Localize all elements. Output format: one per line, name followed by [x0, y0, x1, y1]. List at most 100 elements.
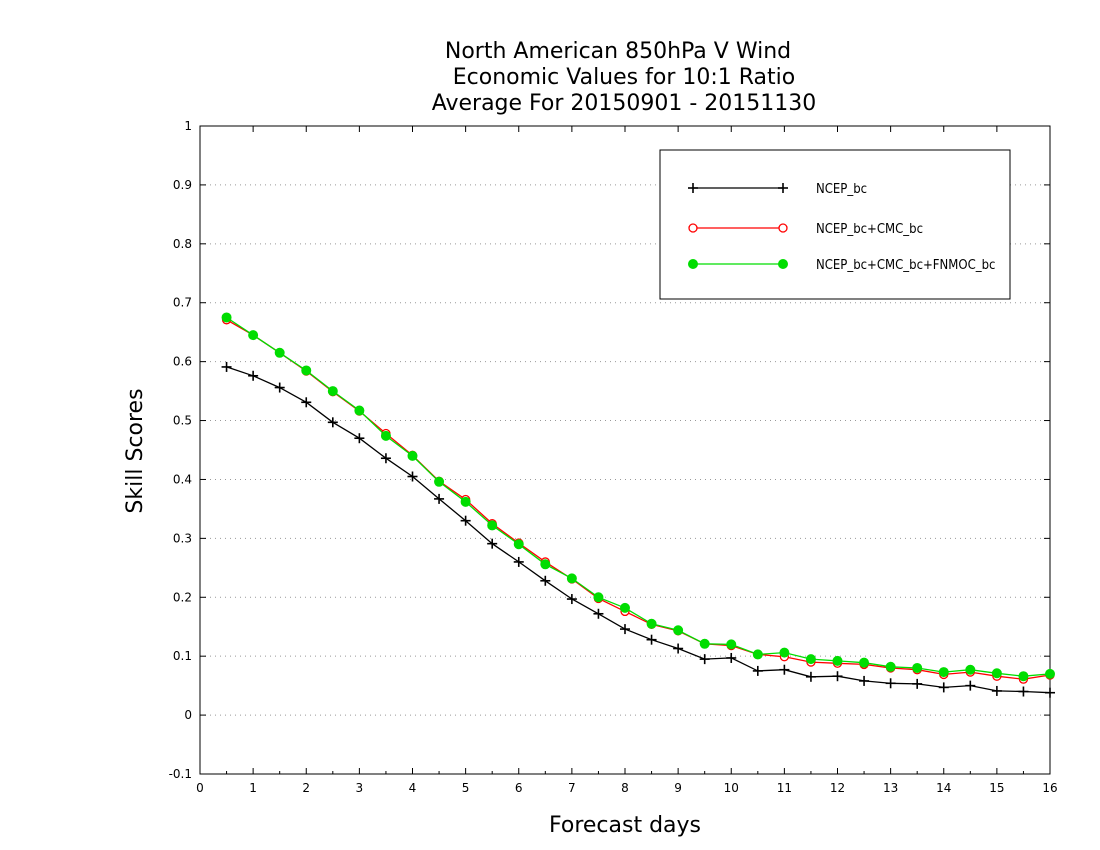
legend-marker	[688, 259, 698, 269]
series-1-point	[646, 634, 657, 645]
series-3-point	[726, 639, 737, 650]
series-3-point	[327, 386, 338, 397]
series-1-point	[487, 538, 498, 549]
series-1-point	[327, 417, 338, 428]
legend-label: NCEP_bc	[816, 182, 867, 197]
x-tick-label: 2	[302, 781, 310, 795]
legend-marker	[778, 183, 788, 193]
x-tick-label: 3	[356, 781, 364, 795]
legend-entry-1: NCEP_bc	[688, 182, 867, 197]
y-tick-label: 0.6	[173, 355, 192, 369]
x-tick-label: 4	[409, 781, 417, 795]
series-1-point	[1045, 687, 1055, 698]
x-tick-label: 8	[621, 781, 629, 795]
series-1-point	[301, 397, 312, 408]
series-3-point	[673, 625, 684, 636]
series-3-point	[912, 662, 923, 673]
series-3-point	[1045, 668, 1055, 679]
y-tick-label: 0	[184, 708, 192, 722]
legend: NCEP_bc NCEP_bc+CMC_bc NCEP_bc+CMC_bc+FNMO…	[659, 149, 1011, 300]
series-3-point	[513, 539, 524, 550]
series-1-point	[407, 471, 418, 482]
y-axis-label: Skill Scores	[123, 388, 148, 513]
series-3-point	[487, 520, 498, 531]
series-3	[221, 312, 1055, 682]
y-tick-label: 0.3	[173, 531, 192, 545]
series-1-point	[805, 671, 816, 682]
y-tick-label: 0.4	[173, 472, 192, 486]
series-3-point	[779, 647, 790, 658]
series-1-point	[620, 624, 630, 635]
series-1-point	[859, 675, 870, 686]
x-tick-label: 10	[724, 781, 739, 795]
y-tick-label: 1	[184, 119, 192, 133]
legend-label: NCEP_bc+CMC_bc+FNMOC_bc	[816, 258, 995, 273]
series-1-point	[726, 652, 737, 663]
chart-title-line-1: North American 850hPa V Wind	[445, 39, 791, 64]
y-tick-label: 0.8	[173, 237, 192, 251]
series-1-point	[460, 515, 471, 526]
series-1-point	[354, 433, 365, 444]
series-1-point	[673, 643, 684, 654]
series-2-line	[226, 319, 1051, 680]
series-1-point	[965, 680, 976, 691]
chart-title-line-2: Economic Values for 10:1 Ratio	[453, 65, 795, 90]
x-tick-label: 13	[883, 781, 898, 795]
series-1-point	[380, 453, 391, 464]
series-3-point	[301, 365, 312, 376]
legend-entry-3: NCEP_bc+CMC_bc+FNMOC_bc	[688, 258, 995, 273]
series-3-point	[434, 476, 445, 487]
series-1-point	[938, 682, 949, 693]
legend-marker	[778, 223, 788, 233]
series-3-point	[699, 638, 710, 649]
series-3-point	[460, 496, 471, 507]
series-3-point	[248, 330, 259, 341]
series-3-point	[274, 347, 285, 358]
x-tick-label: 14	[936, 781, 951, 795]
y-tick-label: 0.2	[173, 590, 192, 604]
series-1-point	[885, 678, 896, 689]
legend-marker	[778, 259, 788, 269]
series-1-point	[593, 608, 604, 619]
series-1-point	[221, 361, 232, 372]
y-tick-label: 0.5	[173, 414, 192, 428]
series-3-point	[354, 405, 365, 416]
series-1-point	[434, 493, 445, 504]
x-tick-label: 7	[568, 781, 576, 795]
legend-label: NCEP_bc+CMC_bc	[816, 222, 923, 237]
series-1-point	[513, 556, 524, 567]
series-1-point	[274, 382, 285, 393]
series-1-point	[566, 594, 577, 605]
series-3-point	[938, 667, 949, 678]
chart-title-line-3: Average For 20150901 - 20151130	[432, 91, 817, 116]
series-1-point	[540, 575, 551, 586]
series-3-point	[380, 430, 391, 441]
series-1-point	[1018, 686, 1029, 697]
legend-marker	[688, 183, 698, 193]
series-1-point	[752, 665, 763, 676]
x-tick-label: 5	[462, 781, 470, 795]
y-tick-label: -0.1	[169, 767, 192, 781]
x-tick-label: 1	[249, 781, 257, 795]
series-1-point	[699, 654, 710, 665]
series-3-point	[620, 602, 630, 613]
series-3-point	[540, 559, 551, 570]
series-3-point	[646, 618, 657, 629]
x-tick-label: 15	[989, 781, 1004, 795]
chart-title: North American 850hPa V Wind Economic Va…	[432, 39, 817, 116]
series-3-point	[965, 664, 976, 675]
series-1-point	[832, 671, 843, 682]
y-tick-label: 0.7	[173, 296, 192, 310]
series-3-point	[407, 450, 418, 461]
series-3-point	[1018, 671, 1029, 682]
x-tick-label: 0	[196, 781, 204, 795]
grid	[200, 184, 1050, 716]
series-3-point	[805, 654, 816, 665]
series-3-point	[221, 312, 232, 323]
y-tick-label: 0.9	[173, 178, 192, 192]
series-3-point	[566, 573, 577, 584]
legend-entry-2: NCEP_bc+CMC_bc	[688, 222, 923, 237]
y-tick-label: 0.1	[173, 649, 192, 663]
series-3-point	[832, 655, 843, 666]
